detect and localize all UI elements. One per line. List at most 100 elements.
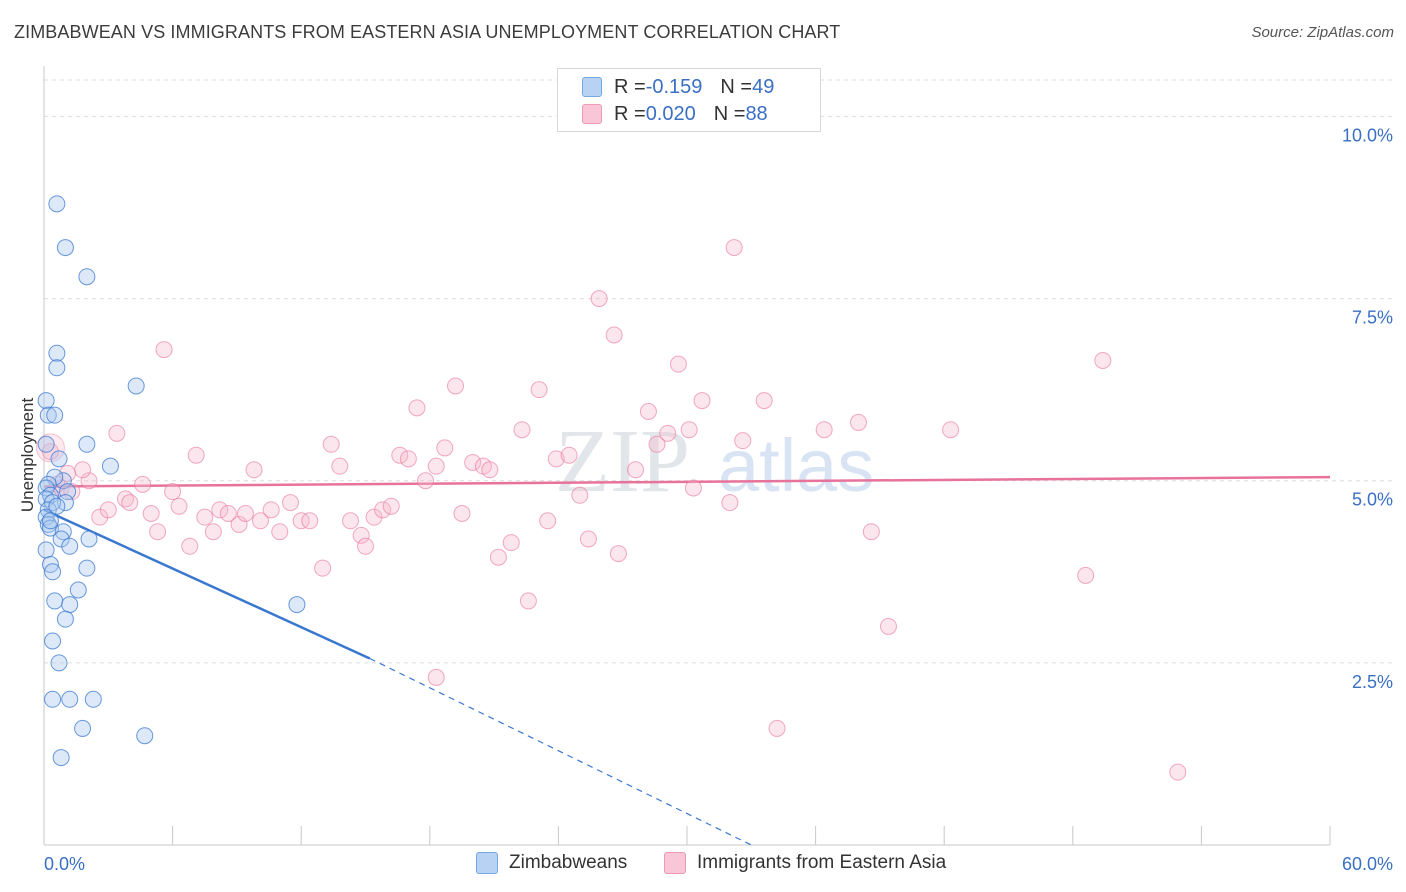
point-zimbabwean bbox=[101, 457, 119, 475]
point-eastern-asia bbox=[236, 505, 254, 522]
watermark-zip: ZIP bbox=[555, 412, 690, 511]
y-tick-label: 2.5% bbox=[1352, 672, 1393, 692]
y-axis-label: Unemployment bbox=[18, 398, 37, 513]
point-zimbabwean bbox=[37, 435, 55, 453]
point-eastern-asia bbox=[849, 413, 867, 431]
point-zimbabwean bbox=[37, 392, 55, 410]
point-zimbabwean bbox=[61, 690, 79, 708]
point-eastern-asia bbox=[91, 508, 109, 526]
point-eastern-asia bbox=[374, 501, 392, 519]
point-eastern-asia bbox=[669, 355, 687, 373]
point-zimbabwean bbox=[84, 690, 102, 708]
series-label-eastern-asia: Immigrants from Eastern Asia bbox=[697, 852, 947, 873]
point-zimbabwean bbox=[39, 406, 57, 424]
point-zimbabwean bbox=[44, 563, 62, 581]
point-zimbabwean bbox=[44, 632, 62, 650]
point-eastern-asia bbox=[447, 377, 465, 395]
point-zimbabwean bbox=[44, 690, 62, 708]
series-swatch-pink bbox=[664, 852, 686, 874]
legend-row-zimbabweans: R = -0.159 N = 49 bbox=[582, 74, 774, 100]
correlation-legend: R = -0.159 N = 49 R = 0.020 N = 88 bbox=[557, 68, 821, 132]
chart-title: ZIMBABWEAN VS IMMIGRANTS FROM EASTERN AS… bbox=[14, 22, 841, 42]
point-eastern-asia bbox=[322, 435, 340, 453]
point-eastern-asia bbox=[281, 494, 299, 512]
y-tick-label: 7.5% bbox=[1352, 308, 1393, 328]
y-tick-label: 10.0% bbox=[1342, 125, 1393, 145]
point-eastern-asia bbox=[417, 472, 435, 490]
point-eastern-asia bbox=[560, 446, 578, 464]
point-eastern-asia bbox=[768, 719, 786, 737]
legend-r-label: R = bbox=[614, 102, 646, 125]
point-eastern-asia bbox=[399, 450, 417, 468]
gridlines bbox=[44, 79, 1392, 664]
point-eastern-asia bbox=[590, 290, 608, 308]
series-legend-zimbabweans: Zimbabweans bbox=[476, 852, 627, 874]
point-eastern-asia bbox=[80, 472, 98, 490]
point-eastern-asia bbox=[99, 501, 117, 519]
point-eastern-asia bbox=[427, 668, 445, 686]
x-tick-label: 60.0% bbox=[1342, 854, 1393, 874]
point-zimbabwean bbox=[52, 749, 70, 767]
point-eastern-asia bbox=[170, 497, 188, 515]
point-eastern-asia bbox=[513, 421, 531, 439]
point-eastern-asia bbox=[547, 450, 565, 468]
point-eastern-asia bbox=[539, 512, 557, 530]
point-eastern-asia bbox=[341, 512, 359, 530]
legend-r-value: 0.020 bbox=[645, 102, 696, 125]
point-eastern-asia bbox=[251, 512, 269, 530]
point-eastern-asia bbox=[815, 421, 833, 439]
point-eastern-asia bbox=[879, 617, 897, 635]
point-eastern-asia bbox=[331, 457, 349, 475]
watermark-atlas: atlas bbox=[718, 424, 874, 507]
point-eastern-asia bbox=[149, 523, 167, 541]
trend-line-eastern-asia bbox=[43, 475, 1331, 488]
chart-source: Source: ZipAtlas.com bbox=[1251, 24, 1394, 41]
point-eastern-asia bbox=[464, 454, 482, 471]
point-eastern-asia bbox=[639, 403, 657, 420]
point-eastern-asia bbox=[659, 424, 677, 442]
point-eastern-asia bbox=[571, 486, 589, 504]
point-eastern-asia bbox=[734, 432, 752, 450]
point-zimbabwean bbox=[48, 195, 66, 213]
point-eastern-asia bbox=[627, 461, 645, 479]
point-eastern-asia bbox=[230, 515, 248, 533]
trend-line-zimbabweans bbox=[43, 508, 371, 660]
point-eastern-asia bbox=[453, 505, 471, 522]
point-zimbabwean bbox=[74, 719, 92, 737]
point-zimbabwean bbox=[78, 268, 96, 286]
point-eastern-asia bbox=[365, 508, 383, 526]
point-eastern-asia bbox=[408, 399, 426, 417]
point-eastern-asia bbox=[219, 505, 237, 522]
legend-r-label: R = bbox=[614, 75, 646, 98]
point-zimbabwean bbox=[46, 406, 64, 424]
point-eastern-asia bbox=[271, 523, 289, 541]
point-eastern-asia bbox=[245, 461, 263, 479]
point-eastern-asia bbox=[481, 461, 499, 479]
series-swatch-blue bbox=[476, 852, 498, 874]
point-eastern-asia bbox=[684, 479, 702, 497]
legend-r-value: -0.159 bbox=[645, 75, 703, 98]
legend-n-value: 88 bbox=[745, 102, 768, 125]
trend-lines bbox=[43, 475, 1331, 846]
x-tick-label: 0.0% bbox=[44, 854, 85, 874]
y-tick-label: 5.0% bbox=[1352, 490, 1393, 510]
legend-n-label: N = bbox=[720, 75, 753, 98]
point-eastern-asia bbox=[314, 559, 332, 577]
point-eastern-asia bbox=[605, 326, 623, 344]
point-eastern-asia bbox=[352, 526, 370, 544]
point-zimbabwean bbox=[41, 512, 59, 530]
point-eastern-asia bbox=[142, 505, 160, 522]
point-eastern-asia bbox=[1094, 352, 1112, 369]
trend-line-zimbabweans-extension bbox=[369, 657, 752, 846]
point-zimbabwean bbox=[48, 359, 66, 377]
point-eastern-asia bbox=[530, 381, 548, 399]
point-zimbabwean bbox=[41, 519, 59, 537]
point-eastern-asia bbox=[391, 446, 409, 464]
point-eastern-asia bbox=[755, 392, 773, 410]
point-zimbabwean bbox=[37, 541, 55, 559]
point-zimbabwean bbox=[48, 344, 66, 362]
point-eastern-asia bbox=[579, 530, 597, 548]
point-eastern-asia bbox=[862, 523, 880, 541]
point-zimbabwean bbox=[61, 596, 79, 614]
